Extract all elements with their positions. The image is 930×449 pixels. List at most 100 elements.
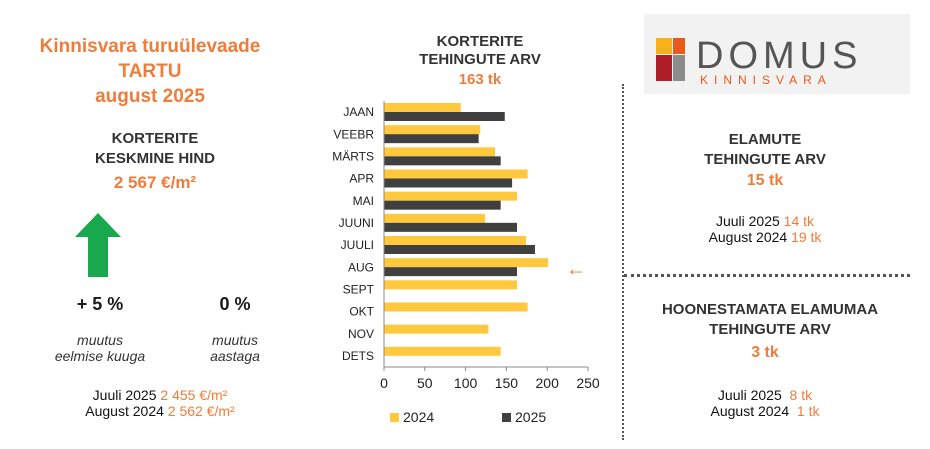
logo-square bbox=[673, 55, 685, 81]
comparison-value: 2 562 €/m² bbox=[167, 403, 235, 419]
bar-2024-sept bbox=[384, 280, 518, 290]
comparison-value: 8 tk bbox=[789, 387, 813, 403]
land-value: 3 tk bbox=[751, 344, 779, 361]
legend-swatch-2024 bbox=[390, 413, 399, 422]
bar-2025-jaan bbox=[384, 112, 505, 121]
bar-2024-juuli bbox=[384, 236, 526, 245]
apartments-bar-chart: JAAN VEEBR MÄRTS APR MAI JUUNI JUULI AUG ← SEPT OK… bbox=[332, 101, 600, 425]
bar-2025-juuli bbox=[384, 245, 535, 254]
report-title-line-2: TARTU bbox=[118, 61, 182, 82]
houses-heading-line-2: TEHINGUTE ARV bbox=[704, 151, 826, 168]
category-label: OKT bbox=[349, 305, 374, 319]
land-heading: HOONESTAMATA ELAMUMAA TEHINGUTE ARV bbox=[630, 300, 910, 340]
domus-logo: DOMUS KINNISVARA bbox=[644, 14, 910, 94]
logo-wordmark: DOMUS bbox=[696, 35, 862, 77]
report-title-line-1: Kinnisvara turuülevaade bbox=[39, 36, 261, 57]
bar-2024-aug bbox=[384, 258, 549, 268]
avg-price-value: 2 567 €/m² bbox=[113, 173, 197, 192]
bar-2025-juuni bbox=[384, 222, 518, 232]
category-label: MÄRTS bbox=[332, 149, 374, 163]
x-tick-label: 100 bbox=[454, 375, 478, 391]
bar-2025-märts bbox=[384, 156, 501, 166]
yoy-caption-line-2: aastaga bbox=[210, 348, 260, 364]
bar-2024-juuni bbox=[384, 213, 486, 223]
logo-square bbox=[656, 55, 672, 81]
category-label: JUUNI bbox=[339, 216, 374, 230]
comparison-label: Juuli 2025 bbox=[92, 387, 161, 403]
category-label: AUG bbox=[348, 260, 374, 274]
x-tick-label: 200 bbox=[536, 375, 560, 391]
comparison-value: 1 tk bbox=[796, 403, 820, 419]
category-label: VEEBR bbox=[333, 127, 374, 141]
comparison-row: August 2024 19 tk bbox=[660, 229, 870, 245]
land-comparisons: Juuli 2025 8 tk August 2024 1 tk bbox=[660, 387, 870, 419]
legend-label: 2025 bbox=[515, 409, 546, 425]
comparison-row: Juuli 2025 14 tk bbox=[660, 213, 870, 229]
comparison-label: Juuli 2025 bbox=[715, 213, 784, 229]
apartments-heading-line-2: TEHINGUTE ARV bbox=[419, 51, 541, 68]
avg-price-heading-line-1: KORTERITE bbox=[111, 130, 199, 147]
mom-caption-line-2: eelmise kuuga bbox=[54, 348, 146, 364]
comparison-label: Juuli 2025 bbox=[717, 387, 790, 403]
avg-price-heading-line-2: KESKMINE HIND bbox=[94, 150, 215, 167]
comparison-row: Juuli 2025 8 tk bbox=[660, 387, 870, 403]
bar-2024-okt bbox=[384, 302, 528, 312]
vertical-dotted-divider bbox=[622, 84, 624, 440]
horizontal-dotted-divider bbox=[624, 274, 910, 277]
bar-2024-apr bbox=[384, 169, 528, 179]
comparison-row: August 2024 2 562 €/m² bbox=[40, 403, 280, 419]
apartments-heading-line-1: KORTERITE bbox=[436, 33, 524, 50]
comparison-value: 14 tk bbox=[783, 213, 815, 229]
bar-2024-märts bbox=[384, 147, 495, 157]
bar-2024-veebr bbox=[384, 125, 481, 135]
comparison-label: August 2024 bbox=[708, 229, 792, 245]
logo-square bbox=[673, 38, 685, 54]
arrow-up-icon bbox=[75, 213, 121, 277]
category-label: APR bbox=[349, 172, 374, 186]
report-title-line-3: august 2025 bbox=[95, 86, 205, 107]
category-label: MAI bbox=[353, 194, 374, 208]
mom-caption-line-1: muutus bbox=[77, 332, 123, 348]
x-tick-label: 0 bbox=[380, 375, 388, 391]
mom-change-value: + 5 % bbox=[76, 294, 124, 314]
yoy-caption-line-1: muutus bbox=[212, 332, 258, 348]
avg-price-heading: KORTERITE KESKMINE HIND bbox=[45, 129, 265, 169]
bar-2024-mai bbox=[384, 191, 518, 201]
highlight-arrow-icon: ← bbox=[566, 258, 586, 280]
comparison-row: August 2024 1 tk bbox=[660, 403, 870, 419]
category-label: JAAN bbox=[343, 105, 374, 119]
bar-2024-dets bbox=[384, 346, 501, 356]
category-label: JUULI bbox=[341, 238, 374, 252]
logo-subtitle: KINNISVARA bbox=[700, 73, 832, 87]
logo-square bbox=[656, 38, 672, 54]
houses-value: 15 tk bbox=[746, 172, 784, 189]
avg-price-comparisons: Juuli 2025 2 455 €/m² August 2024 2 562 … bbox=[40, 387, 280, 419]
bar-2024-jaan bbox=[384, 103, 461, 112]
x-tick-label: 50 bbox=[417, 375, 433, 391]
houses-heading-line-1: ELAMUTE bbox=[728, 131, 802, 148]
houses-comparisons: Juuli 2025 14 tk August 2024 19 tk bbox=[660, 213, 870, 245]
bar-2025-veebr bbox=[384, 134, 479, 144]
land-heading-line-2: TEHINGUTE ARV bbox=[709, 321, 831, 338]
yoy-change-value: 0 % bbox=[219, 294, 251, 314]
x-tick-label: 150 bbox=[495, 375, 519, 391]
domus-logo-mark: DOMUS KINNISVARA bbox=[656, 35, 862, 87]
legend-label: 2024 bbox=[403, 409, 434, 425]
comparison-value: 19 tk bbox=[791, 229, 822, 245]
comparison-row: Juuli 2025 2 455 €/m² bbox=[40, 387, 280, 403]
bar-2024-nov bbox=[384, 324, 489, 334]
houses-heading: ELAMUTE TEHINGUTE ARV bbox=[660, 130, 870, 170]
category-label: SEPT bbox=[343, 282, 375, 296]
comparison-label: August 2024 bbox=[85, 403, 168, 419]
x-tick-label: 250 bbox=[576, 375, 600, 391]
comparison-label: August 2024 bbox=[710, 403, 797, 419]
bar-2025-mai bbox=[384, 200, 501, 210]
category-label: DETS bbox=[342, 349, 374, 363]
mom-change-caption: muutus eelmise kuuga bbox=[25, 332, 175, 364]
apartments-total: 163 tk bbox=[458, 71, 502, 88]
bar-2025-apr bbox=[384, 178, 513, 188]
comparison-value: 2 455 €/m² bbox=[160, 387, 228, 403]
category-label: NOV bbox=[348, 327, 374, 341]
report-title: Kinnisvara turuülevaade TARTU august 202… bbox=[0, 34, 300, 109]
bar-2025-aug bbox=[384, 267, 518, 277]
